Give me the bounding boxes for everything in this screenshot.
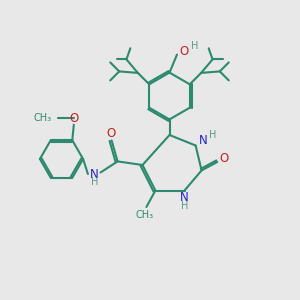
Text: N: N xyxy=(199,134,208,147)
Text: O: O xyxy=(106,127,116,140)
Text: N: N xyxy=(180,190,189,204)
Text: O: O xyxy=(219,152,228,165)
Text: H: H xyxy=(191,41,199,51)
Text: H: H xyxy=(91,177,98,187)
Text: O: O xyxy=(179,45,188,58)
Text: CH₃: CH₃ xyxy=(33,113,51,123)
Text: N: N xyxy=(90,167,99,181)
Text: O: O xyxy=(69,112,78,124)
Text: H: H xyxy=(209,130,217,140)
Text: H: H xyxy=(181,201,188,211)
Text: CH₃: CH₃ xyxy=(136,210,154,220)
